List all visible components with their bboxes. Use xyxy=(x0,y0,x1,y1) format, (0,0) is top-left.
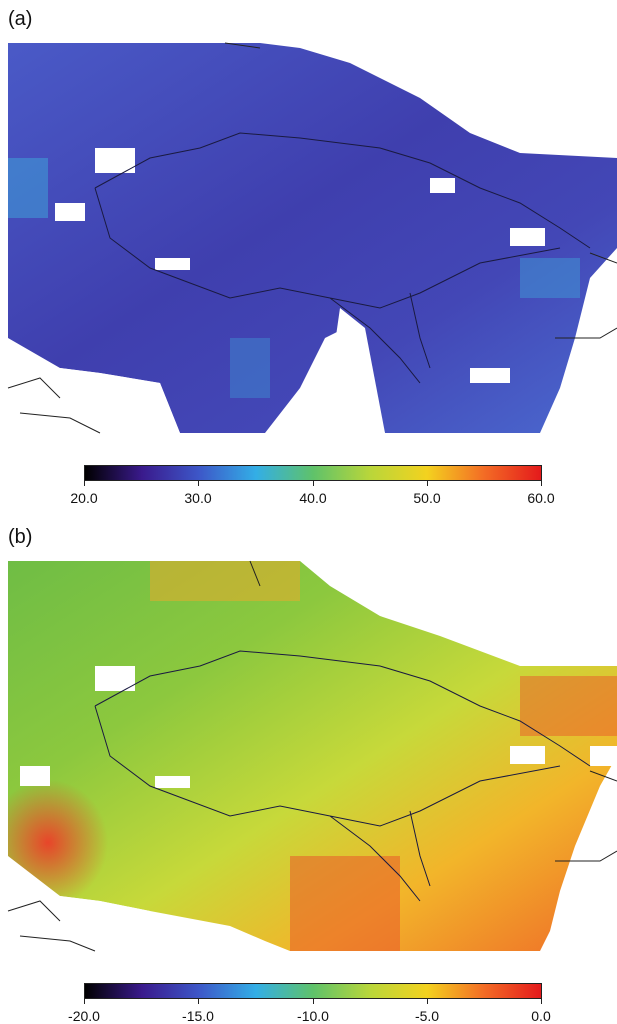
colorbar-ticks xyxy=(84,480,542,486)
country-border xyxy=(94,650,591,902)
coastline xyxy=(7,560,617,952)
tile-light xyxy=(8,158,48,218)
colorbar xyxy=(84,983,542,999)
tile-light xyxy=(230,338,270,398)
gap-patch xyxy=(510,746,545,764)
panel-label: (a) xyxy=(8,8,33,30)
data-field-a xyxy=(8,43,617,433)
colorbar-tick xyxy=(427,998,428,1004)
tile-light xyxy=(520,258,580,298)
panel-label: (b) xyxy=(8,526,33,548)
gap-patch xyxy=(430,178,455,193)
colorbar-tick xyxy=(198,480,199,486)
colorbar-tick-label: 40.0 xyxy=(299,490,327,506)
gap-patch xyxy=(155,258,190,270)
gap-patch xyxy=(95,666,135,691)
gap-patch xyxy=(8,856,160,951)
hot-region xyxy=(520,676,617,736)
colorbar xyxy=(84,465,542,481)
colorbar-tick xyxy=(541,998,542,1004)
gap-patch xyxy=(95,148,135,173)
gap-patch xyxy=(155,776,190,788)
gap-patch xyxy=(8,338,180,433)
country-border xyxy=(94,132,591,384)
hot-region xyxy=(8,706,208,916)
colorbar-tick-label: 60.0 xyxy=(527,490,555,506)
gap-patch xyxy=(590,746,617,766)
colorbar-tick xyxy=(427,480,428,486)
colorbar-ticks xyxy=(84,998,542,1004)
colorbar-tick-label: -5.0 xyxy=(414,1008,440,1024)
panel-b: (b) xyxy=(0,518,617,1024)
gap-patch xyxy=(55,203,85,221)
colorbar-tick-label: -10.0 xyxy=(297,1008,329,1024)
colorbar-tick xyxy=(541,480,542,486)
gap-patch xyxy=(510,228,545,246)
hot-region xyxy=(290,856,400,951)
colorbar-tick xyxy=(198,998,199,1004)
colorbar-tick-label: -20.0 xyxy=(68,1008,100,1024)
gap-patch xyxy=(330,308,385,433)
hot-region xyxy=(150,561,300,601)
colorbar-tick xyxy=(84,998,85,1004)
coastline xyxy=(7,42,617,434)
colorbar-tick xyxy=(313,480,314,486)
map-panel-a xyxy=(7,42,617,434)
colorbar-tick-label: 50.0 xyxy=(413,490,441,506)
colorbar-tick-label: -15.0 xyxy=(182,1008,214,1024)
colorbar-tick-label: 30.0 xyxy=(184,490,212,506)
colorbar-tick-label: 20.0 xyxy=(70,490,98,506)
panel-a: (a) 20.0 30.0 40.0 50. xyxy=(0,0,617,510)
map-panel-b xyxy=(7,560,617,952)
gap-patch xyxy=(20,766,50,786)
colorbar-tick xyxy=(84,480,85,486)
colorbar-tick xyxy=(313,998,314,1004)
colorbar-tick-label: 0.0 xyxy=(531,1008,551,1024)
gap-patch xyxy=(470,368,510,383)
